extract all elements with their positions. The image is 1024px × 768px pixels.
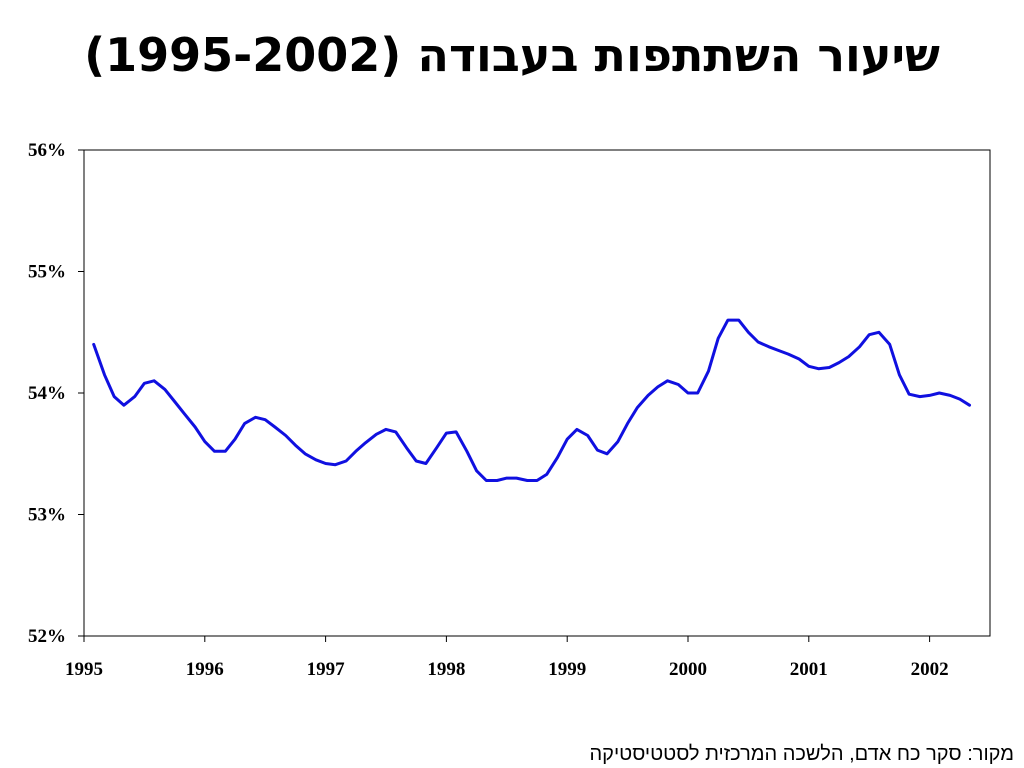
x-tick-label: 1997 xyxy=(307,659,346,680)
y-tick-label: 55% xyxy=(28,262,66,283)
source-note: מקור: סקר כח אדם, הלשכה המרכזית לסטטיסטי… xyxy=(589,743,1014,765)
y-tick-label: 54% xyxy=(28,383,66,404)
x-tick-label: 2001 xyxy=(790,659,828,680)
y-tick-label: 53% xyxy=(28,505,66,526)
chart-title: שיעור השתתפות בעבודה (1995-2002) xyxy=(84,28,940,82)
x-tick-label: 1995 xyxy=(65,659,103,680)
x-tick-label: 2000 xyxy=(669,659,707,680)
x-tick-label: 1999 xyxy=(548,659,586,680)
x-tick-label: 1998 xyxy=(427,659,465,680)
y-tick-label: 56% xyxy=(28,140,66,161)
plot-area-frame xyxy=(83,149,991,637)
y-tick-label: 52% xyxy=(28,626,66,647)
x-tick-label: 1996 xyxy=(186,659,224,680)
x-tick-label: 2002 xyxy=(911,659,949,680)
series-line xyxy=(92,318,971,482)
